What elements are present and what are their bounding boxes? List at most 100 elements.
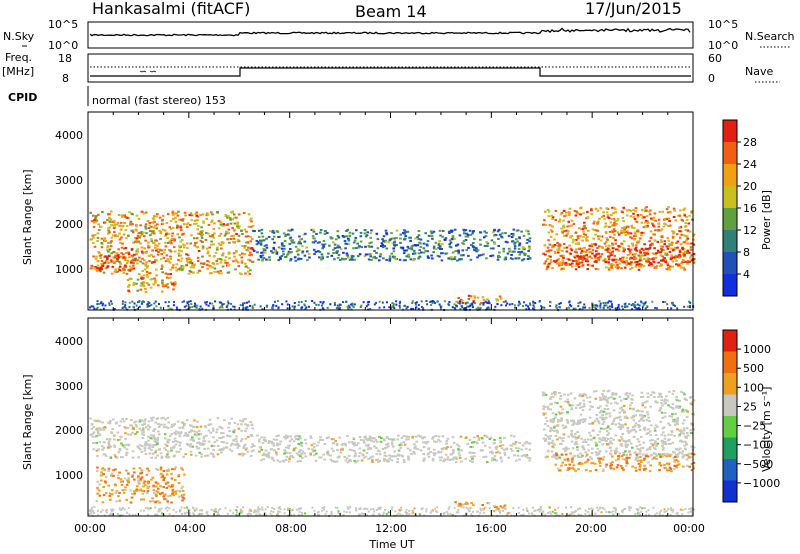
echo-cell bbox=[529, 302, 531, 305]
echo-cell bbox=[494, 305, 497, 308]
echo-cell bbox=[337, 236, 341, 239]
echo-cell bbox=[398, 304, 401, 307]
echo-cell bbox=[641, 305, 644, 308]
echo-cell bbox=[565, 419, 569, 421]
echo-cell bbox=[692, 234, 695, 237]
echo-cell bbox=[532, 304, 535, 307]
echo-cell bbox=[498, 437, 502, 440]
power-ylabel: Slant Range [km] bbox=[21, 169, 34, 265]
echo-cell bbox=[172, 284, 176, 287]
echo-cell bbox=[547, 231, 551, 234]
echo-cell bbox=[642, 453, 645, 456]
echo-cell bbox=[398, 444, 401, 447]
echo-cell bbox=[685, 442, 688, 445]
echo-cell bbox=[570, 407, 574, 410]
echo-cell bbox=[201, 255, 204, 258]
echo-cell bbox=[341, 443, 345, 446]
echo-cell bbox=[335, 307, 338, 310]
echo-cell bbox=[161, 473, 165, 476]
echo-cell bbox=[173, 304, 175, 307]
echo-cell bbox=[97, 223, 100, 226]
echo-cell bbox=[208, 235, 212, 238]
echo-cell bbox=[136, 234, 140, 237]
echo-cell bbox=[618, 452, 621, 455]
echo-cell bbox=[458, 454, 461, 457]
echo-cell bbox=[543, 306, 546, 309]
echo-cell bbox=[277, 246, 281, 249]
echo-cell bbox=[630, 266, 634, 269]
echo-cell bbox=[154, 421, 158, 424]
echo-cell bbox=[358, 436, 362, 439]
echo-cell bbox=[121, 215, 124, 218]
echo-cell bbox=[338, 246, 341, 249]
echo-cell bbox=[193, 263, 196, 266]
echo-cell bbox=[568, 213, 571, 216]
echo-cell bbox=[431, 301, 434, 304]
echo-cell bbox=[616, 219, 619, 222]
echo-cell bbox=[660, 402, 663, 405]
echo-cell bbox=[113, 223, 117, 226]
echo-cell bbox=[471, 441, 474, 444]
echo-cell bbox=[353, 460, 356, 462]
echo-cell bbox=[94, 215, 98, 218]
echo-cell bbox=[212, 444, 216, 447]
echo-cell bbox=[527, 442, 530, 445]
echo-cell bbox=[152, 226, 156, 229]
echo-cell bbox=[353, 444, 356, 447]
echo-cell bbox=[643, 468, 646, 471]
echo-cell bbox=[297, 257, 301, 260]
echo-cell bbox=[223, 303, 226, 305]
echo-cell bbox=[141, 428, 145, 431]
echo-cell bbox=[640, 391, 644, 394]
echo-cell bbox=[608, 300, 611, 303]
echo-cell bbox=[482, 301, 485, 304]
echo-cell bbox=[221, 303, 224, 306]
echo-cell bbox=[353, 441, 356, 444]
echo-cell bbox=[151, 249, 154, 252]
echo-cell bbox=[662, 249, 665, 252]
echo-cell bbox=[195, 222, 198, 225]
echo-cell bbox=[628, 251, 632, 254]
echo-cell bbox=[438, 229, 442, 232]
echo-cell bbox=[605, 245, 608, 248]
echo-cell bbox=[129, 223, 132, 226]
echo-cell bbox=[264, 449, 268, 452]
echo-cell bbox=[558, 306, 561, 308]
echo-cell bbox=[507, 234, 511, 237]
echo-cell bbox=[467, 294, 471, 297]
echo-cell bbox=[202, 440, 205, 443]
echo-cell bbox=[560, 267, 564, 270]
echo-cell bbox=[125, 448, 129, 451]
echo-cell bbox=[164, 301, 167, 304]
echo-cell bbox=[196, 228, 199, 231]
echo-cell bbox=[273, 300, 276, 303]
echo-cell bbox=[322, 301, 325, 303]
echo-cell bbox=[171, 490, 175, 493]
echo-cell bbox=[578, 420, 581, 423]
echo-cell bbox=[595, 250, 598, 253]
echo-cell bbox=[503, 436, 506, 439]
echo-cell bbox=[195, 214, 199, 217]
echo-cell bbox=[238, 453, 241, 456]
echo-cell bbox=[636, 448, 640, 450]
echo-cell bbox=[551, 267, 554, 270]
colorbar-tick: 24 bbox=[743, 158, 757, 171]
echo-cell bbox=[629, 236, 632, 239]
echo-cell bbox=[164, 241, 167, 244]
echo-cell bbox=[642, 249, 645, 251]
echo-cell bbox=[610, 264, 613, 267]
echo-cell bbox=[344, 242, 347, 245]
echo-cell bbox=[186, 242, 189, 245]
echo-cell bbox=[452, 448, 455, 451]
echo-cell bbox=[168, 435, 172, 438]
echo-cell bbox=[89, 306, 91, 309]
echo-cell bbox=[684, 229, 688, 231]
echo-cell bbox=[104, 260, 108, 262]
echo-cell bbox=[183, 473, 186, 476]
echo-cell bbox=[456, 305, 458, 308]
echo-cell bbox=[106, 245, 110, 248]
echo-cell bbox=[162, 256, 166, 259]
echo-cell bbox=[277, 259, 281, 262]
echo-cell bbox=[657, 453, 661, 456]
echo-cell bbox=[172, 494, 176, 497]
